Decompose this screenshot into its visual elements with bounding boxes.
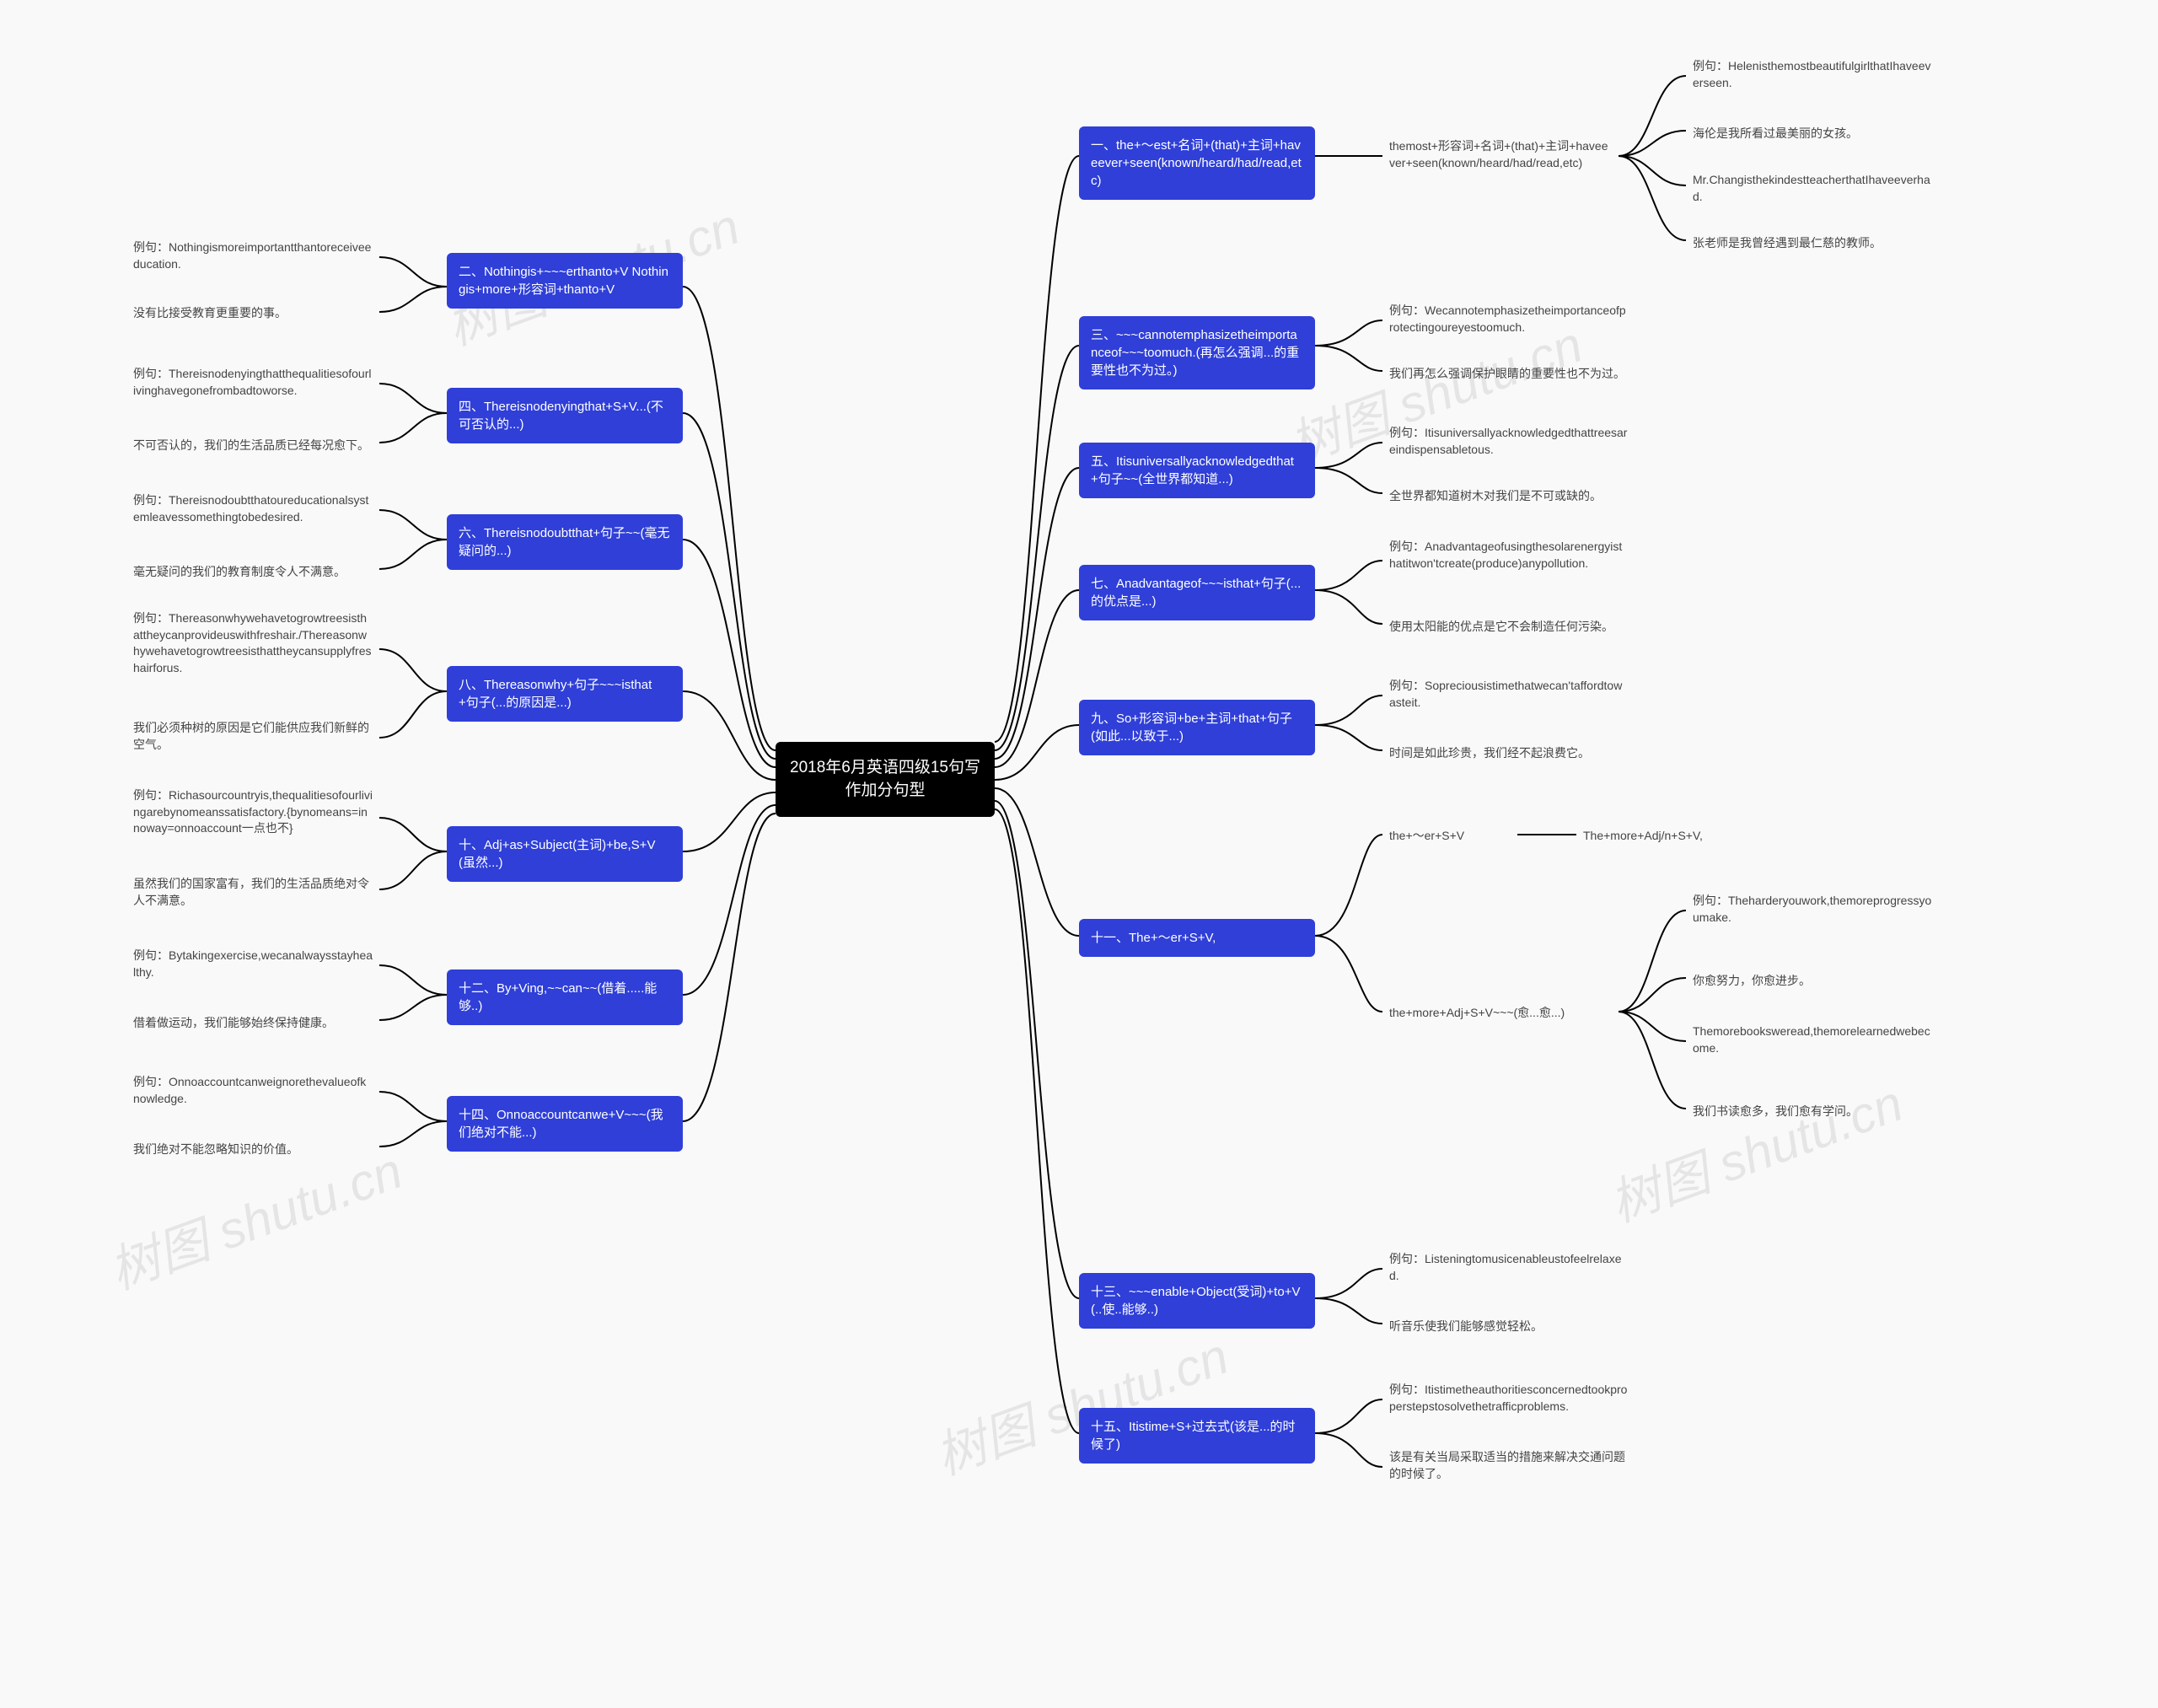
leaf: 例句：Onnoaccountcanweignorethevalueofknowl… <box>126 1071 379 1110</box>
branch-8[interactable]: 八、Thereasonwhy+句子~~~isthat+句子(...的原因是...… <box>447 666 683 722</box>
branch-3[interactable]: 三、~~~cannotemphasizetheimportanceof~~~to… <box>1079 316 1315 389</box>
leaf: 听音乐使我们能够感觉轻松。 <box>1382 1315 1635 1339</box>
mindmap-canvas: 树图 shutu.cn 树图 shutu.cn 树图 shutu.cn 树图 s… <box>0 0 2158 1708</box>
leaf: 虽然我们的国家富有，我们的生活品质绝对令人不满意。 <box>126 873 379 912</box>
leaf: Mr.ChangisthekindestteacherthatIhaveever… <box>1686 169 1939 208</box>
leaf: 毫无疑问的我们的教育制度令人不满意。 <box>126 561 379 584</box>
leaf: 例句：Theharderyouwork,themoreprogressyouma… <box>1686 889 1939 929</box>
branch-12[interactable]: 十二、By+Ving,~~can~~(借着.....能够..) <box>447 969 683 1025</box>
leaf: 该是有关当局采取适当的措施来解决交通问题的时候了。 <box>1382 1446 1635 1485</box>
branch-9[interactable]: 九、So+形容词+be+主词+that+句子(如此...以致于...) <box>1079 700 1315 755</box>
leaf: 例句：Anadvantageofusingthesolarenergyistha… <box>1382 535 1635 575</box>
leaf: 你愈努力，你愈进步。 <box>1686 969 1939 993</box>
leaf: 例句：Listeningtomusicenableustofeelrelaxed… <box>1382 1248 1635 1287</box>
branch-11[interactable]: 十一、The+～er+S+V, <box>1079 919 1315 957</box>
branch-7[interactable]: 七、Anadvantageof~~~isthat+句子(...的优点是...) <box>1079 565 1315 620</box>
leaf: 例句：Thereasonwhywehavetogrowtreesisthatth… <box>126 607 379 679</box>
branch-10[interactable]: 十、Adj+as+Subject(主词)+be,S+V(虽然...) <box>447 826 683 882</box>
mid-node: the+～er+S+V <box>1382 824 1517 848</box>
branch-6[interactable]: 六、Thereisnodoubtthat+句子~~(毫无疑问的...) <box>447 514 683 570</box>
leaf: 张老师是我曾经遇到最仁慈的教师。 <box>1686 232 1939 255</box>
leaf: 例句：Sopreciousistimethatwecan'taffordtowa… <box>1382 674 1635 714</box>
leaf: 例句：Thereisnodoubtthatoureducationalsyste… <box>126 489 379 529</box>
leaf: 海伦是我所看过最美丽的女孩。 <box>1686 122 1939 146</box>
leaf: 借着做运动，我们能够始终保持健康。 <box>126 1012 379 1035</box>
branch-1[interactable]: 一、the+～est+名词+(that)+主词+haveever+seen(kn… <box>1079 126 1315 200</box>
leaf: 我们绝对不能忽略知识的价值。 <box>126 1138 379 1162</box>
leaf: 例句：HelenisthemostbeautifulgirlthatIhavee… <box>1686 55 1939 94</box>
watermark: 树图 shutu.cn <box>1598 1062 1911 1236</box>
leaf: 例句：Richasourcountryis,thequalitiesofourl… <box>126 784 379 841</box>
leaf: 我们书读愈多，我们愈有学问。 <box>1686 1100 1939 1124</box>
branch-14[interactable]: 十四、Onnoaccountcanwe+V~~~(我们绝对不能...) <box>447 1096 683 1152</box>
leaf: 全世界都知道树木对我们是不可或缺的。 <box>1382 485 1635 508</box>
leaf: 不可否认的，我们的生活品质已经每况愈下。 <box>126 434 379 458</box>
branch-15[interactable]: 十五、Itistime+S+过去式(该是...的时候了) <box>1079 1408 1315 1464</box>
leaf: 时间是如此珍贵，我们经不起浪费它。 <box>1382 742 1635 765</box>
leaf: 例句：Itisuniversallyacknowledgedthattreesa… <box>1382 422 1635 461</box>
branch-2[interactable]: 二、Nothingis+~~~erthanto+V Nothingis+more… <box>447 253 683 309</box>
leaf: Themorebooksweread,themorelearnedwebecom… <box>1686 1020 1939 1060</box>
leaf: 使用太阳能的优点是它不会制造任何污染。 <box>1382 615 1635 639</box>
branch-5[interactable]: 五、Itisuniversallyacknowledgedthat+句子~~(全… <box>1079 443 1315 498</box>
branch-13[interactable]: 十三、~~~enable+Object(受词)+to+V(..使..能够..) <box>1079 1273 1315 1329</box>
leaf: The+more+Adj/n+S+V, <box>1576 824 1762 848</box>
leaf: 例句：Itistimetheauthoritiesconcernedtookpr… <box>1382 1378 1635 1418</box>
leaf: 没有比接受教育更重要的事。 <box>126 302 379 325</box>
leaf: 例句：Bytakingexercise,wecanalwaysstayhealt… <box>126 944 379 984</box>
branch-4[interactable]: 四、Thereisnodenyingthat+S+V...(不可否认的...) <box>447 388 683 443</box>
mid-node: themost+形容词+名词+(that)+主词+haveever+seen(k… <box>1382 135 1618 175</box>
leaf: 例句：Wecannotemphasizetheimportanceofprote… <box>1382 299 1635 339</box>
leaf: 例句：Thereisnodenyingthatthequalitiesofour… <box>126 363 379 402</box>
root-node: 2018年6月英语四级15句写作加分句型 <box>776 742 995 817</box>
mid-node: the+more+Adj+S+V~~~(愈...愈...) <box>1382 1002 1618 1025</box>
leaf: 例句：Nothingismoreimportantthantoreceiveed… <box>126 236 379 276</box>
leaf: 我们再怎么强调保护眼睛的重要性也不为过。 <box>1382 363 1635 386</box>
leaf: 我们必须种树的原因是它们能供应我们新鲜的空气。 <box>126 717 379 756</box>
